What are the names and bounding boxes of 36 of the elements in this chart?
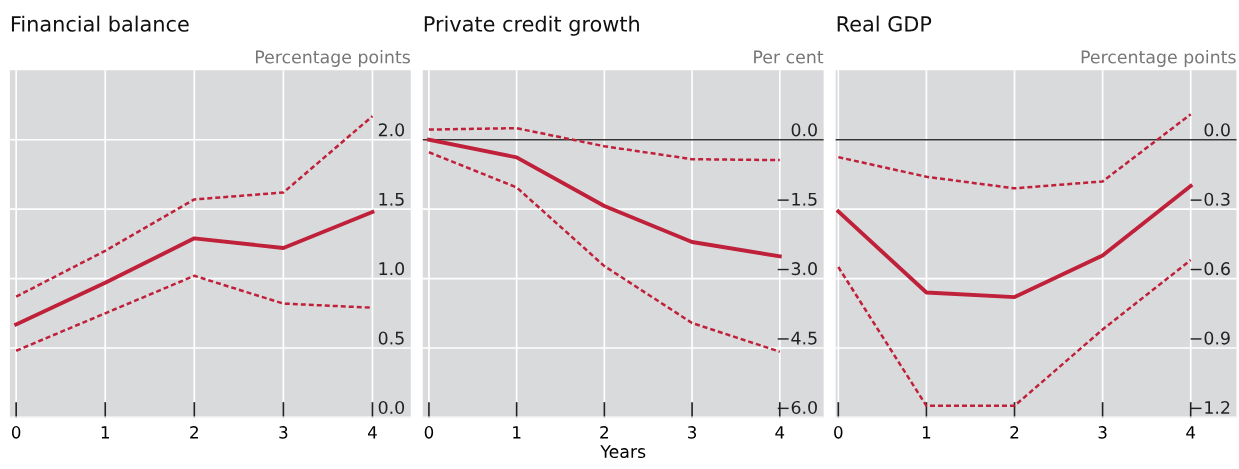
- x-tick-label: 3: [688, 426, 697, 439]
- y-axis-title: Percentage points: [1081, 50, 1236, 67]
- x-tick-label: 2: [1010, 426, 1019, 439]
- x-tick-label: 0: [11, 426, 21, 439]
- y-tick-label: 0.0: [1204, 123, 1230, 137]
- x-tick-label: 4: [775, 426, 785, 439]
- x-tick-label: 4: [1186, 426, 1196, 439]
- y-tick-label: 0.5: [378, 331, 404, 345]
- x-tick-label: 2: [600, 426, 608, 439]
- x-tick-label: 4: [367, 426, 377, 439]
- x-tick-label: 0: [834, 426, 843, 439]
- chart-title: Real GDP: [837, 15, 932, 32]
- y-tick-label: −1.2: [1190, 400, 1230, 414]
- y-tick-label: −3.0: [777, 262, 817, 276]
- y-tick-label: −0.3: [1190, 192, 1230, 206]
- y-tick-label: −0.9: [1190, 331, 1230, 345]
- y-tick-label: 1.5: [379, 192, 404, 206]
- chart-title: Private credit growth: [424, 15, 639, 36]
- y-tick-label: 0.0: [378, 400, 405, 415]
- y-tick-label: 1.0: [379, 262, 405, 276]
- x-axis-title: Years: [600, 445, 646, 459]
- y-axis-title: Percentage points: [255, 50, 410, 67]
- x-tick-label: 1: [101, 426, 109, 439]
- x-tick-label: 1: [513, 426, 521, 439]
- x-tick-label: 3: [1098, 426, 1107, 439]
- y-tick-label: −4.5: [777, 331, 817, 345]
- y-tick-label: −0.6: [1190, 262, 1230, 276]
- x-tick-label: 0: [424, 426, 434, 439]
- y-axis-title: Per cent: [754, 50, 824, 64]
- x-tick-label: 2: [190, 426, 198, 439]
- y-tick-label: 0.0: [791, 123, 817, 137]
- chart-title: Financial balance: [11, 15, 189, 32]
- y-tick-label: −1.5: [777, 192, 817, 206]
- x-tick-label: 3: [279, 426, 288, 439]
- y-tick-label: 2.0: [378, 123, 405, 137]
- x-tick-label: 1: [922, 426, 931, 439]
